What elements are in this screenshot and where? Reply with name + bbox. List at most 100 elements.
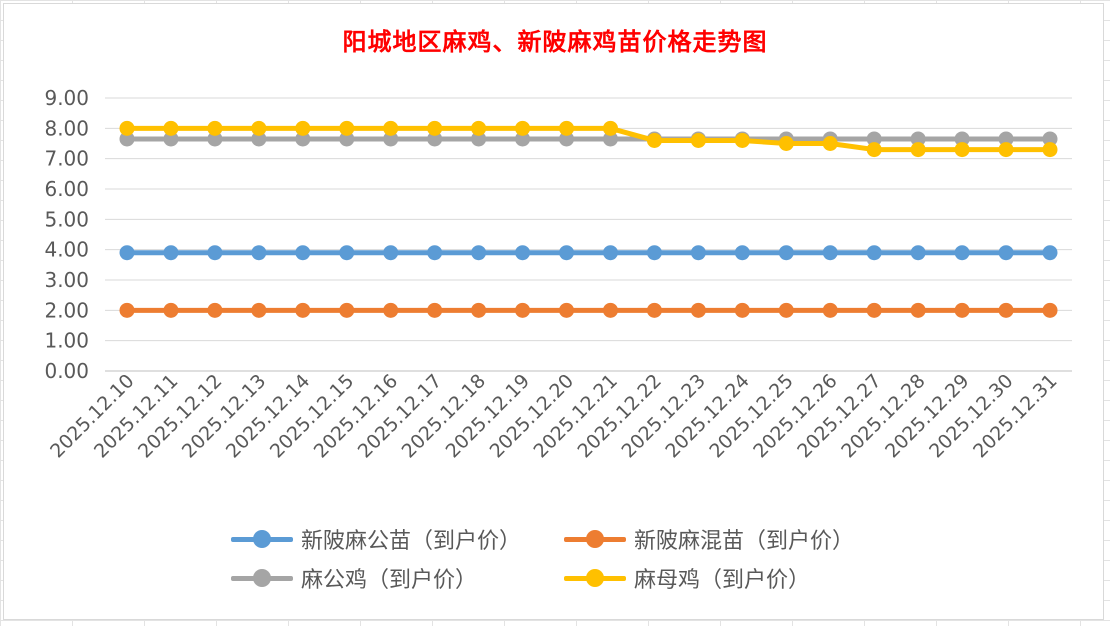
y-tick-label: 8.00 (44, 116, 89, 140)
chart-title: 阳城地区麻鸡、新陂麻鸡苗价格走势图 (342, 27, 768, 56)
data-point (559, 120, 575, 136)
data-point (646, 302, 662, 318)
series-line (119, 120, 1058, 158)
legend-label: 新陂麻公苗（到户价） (301, 529, 522, 554)
legend-swatch (564, 561, 626, 595)
data-point (383, 131, 399, 147)
data-point (163, 120, 179, 136)
data-point (559, 131, 575, 147)
y-tick-label: 7.00 (44, 147, 89, 171)
data-point (866, 142, 882, 158)
data-point (822, 245, 838, 261)
data-point (866, 302, 882, 318)
y-tick-label: 9.00 (44, 86, 89, 110)
data-point (910, 142, 926, 158)
data-point (602, 131, 618, 147)
data-point (295, 131, 311, 147)
data-point (690, 132, 706, 148)
data-point (602, 302, 618, 318)
data-point (383, 302, 399, 318)
data-point (646, 245, 662, 261)
data-point (251, 120, 267, 136)
data-point (383, 120, 399, 136)
data-point (119, 302, 135, 318)
legend-item[interactable]: 新陂麻混苗（到户价） (564, 522, 854, 556)
data-point (427, 302, 443, 318)
data-point (559, 245, 575, 261)
data-point (998, 302, 1014, 318)
legend-item[interactable]: 麻母鸡（到户价） (564, 561, 810, 595)
legend-swatch (231, 522, 293, 556)
data-point (1042, 131, 1058, 147)
legend-item[interactable]: 新陂麻公苗（到户价） (231, 522, 521, 556)
data-point (471, 245, 487, 261)
data-point (778, 245, 794, 261)
data-point (339, 245, 355, 261)
data-point (251, 302, 267, 318)
data-point (646, 132, 662, 148)
data-point (954, 302, 970, 318)
series-line (119, 245, 1058, 261)
data-point (602, 245, 618, 261)
data-point (690, 302, 706, 318)
data-point (998, 131, 1014, 147)
data-point (690, 245, 706, 261)
data-point (295, 120, 311, 136)
data-point (559, 302, 575, 318)
data-point (427, 120, 443, 136)
data-point (207, 120, 223, 136)
data-point (515, 131, 531, 147)
data-point (119, 131, 135, 147)
data-point (515, 245, 531, 261)
data-point (163, 245, 179, 261)
legend-marker (586, 530, 604, 548)
y-tick-label: 2.00 (44, 298, 89, 322)
data-point (163, 302, 179, 318)
y-tick-label: 5.00 (44, 207, 89, 231)
data-point (954, 245, 970, 261)
y-tick-label: 6.00 (44, 177, 89, 201)
data-point (471, 120, 487, 136)
legend-label: 麻公鸡（到户价） (301, 568, 478, 593)
y-tick-label: 1.00 (44, 329, 89, 353)
data-point (1042, 302, 1058, 318)
data-point (1042, 142, 1058, 158)
data-point (998, 245, 1014, 261)
data-point (778, 302, 794, 318)
data-point (822, 302, 838, 318)
data-point (1042, 245, 1058, 261)
y-tick-label: 0.00 (44, 359, 89, 383)
data-point (866, 131, 882, 147)
y-tick-label: 3.00 (44, 268, 89, 292)
data-point (778, 136, 794, 151)
data-point (866, 245, 882, 261)
data-point (910, 302, 926, 318)
series-path (124, 125, 1053, 153)
data-point (251, 245, 267, 261)
data-point (602, 120, 618, 136)
legend-item[interactable]: 麻公鸡（到户价） (231, 561, 477, 595)
legend-marker (586, 569, 604, 587)
data-point (734, 132, 750, 148)
data-point (383, 245, 399, 261)
data-point (427, 131, 443, 147)
legend-label: 新陂麻混苗（到户价） (634, 529, 855, 554)
legend: 新陂麻公苗（到户价） 新陂麻混苗（到户价） 麻公鸡（到户价） 麻母鸡（到户价） (0, 520, 1110, 600)
y-tick-label: 4.00 (44, 238, 89, 262)
data-point (295, 302, 311, 318)
data-point (954, 142, 970, 158)
series-line (119, 302, 1058, 318)
data-point (427, 245, 443, 261)
data-point (515, 302, 531, 318)
legend-swatch (564, 522, 626, 556)
data-point (910, 245, 926, 261)
data-point (207, 245, 223, 261)
data-point (339, 131, 355, 147)
data-point (954, 131, 970, 147)
data-point (119, 245, 135, 261)
data-point (734, 245, 750, 261)
data-point (163, 131, 179, 147)
legend-marker (253, 569, 271, 587)
data-point (339, 302, 355, 318)
